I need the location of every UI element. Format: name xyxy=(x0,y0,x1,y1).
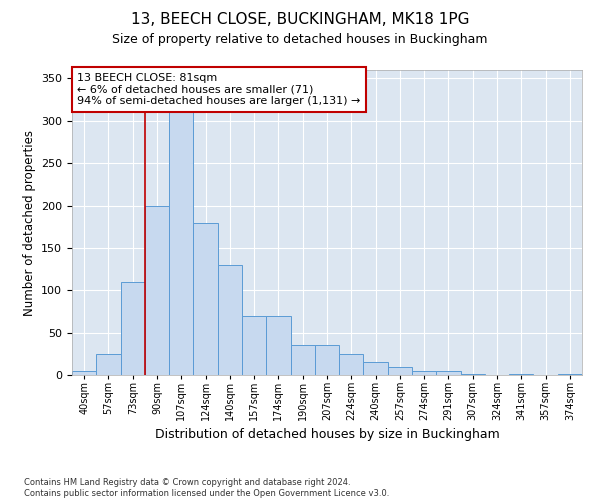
Text: 13 BEECH CLOSE: 81sqm
← 6% of detached houses are smaller (71)
94% of semi-detac: 13 BEECH CLOSE: 81sqm ← 6% of detached h… xyxy=(77,73,361,106)
Bar xyxy=(558,374,582,375)
Text: Size of property relative to detached houses in Buckingham: Size of property relative to detached ho… xyxy=(112,32,488,46)
Bar xyxy=(436,371,461,375)
X-axis label: Distribution of detached houses by size in Buckingham: Distribution of detached houses by size … xyxy=(155,428,499,442)
Bar xyxy=(193,222,218,375)
Bar xyxy=(364,362,388,375)
Text: Contains HM Land Registry data © Crown copyright and database right 2024.
Contai: Contains HM Land Registry data © Crown c… xyxy=(24,478,389,498)
Bar xyxy=(509,374,533,375)
Bar xyxy=(315,346,339,375)
Bar xyxy=(388,366,412,375)
Bar xyxy=(266,316,290,375)
Bar xyxy=(121,282,145,375)
Bar xyxy=(290,346,315,375)
Bar xyxy=(339,354,364,375)
Bar xyxy=(72,371,96,375)
Y-axis label: Number of detached properties: Number of detached properties xyxy=(23,130,35,316)
Bar xyxy=(242,316,266,375)
Bar xyxy=(218,265,242,375)
Bar xyxy=(412,371,436,375)
Bar xyxy=(96,354,121,375)
Bar xyxy=(461,374,485,375)
Bar xyxy=(169,96,193,375)
Text: 13, BEECH CLOSE, BUCKINGHAM, MK18 1PG: 13, BEECH CLOSE, BUCKINGHAM, MK18 1PG xyxy=(131,12,469,28)
Bar xyxy=(145,206,169,375)
